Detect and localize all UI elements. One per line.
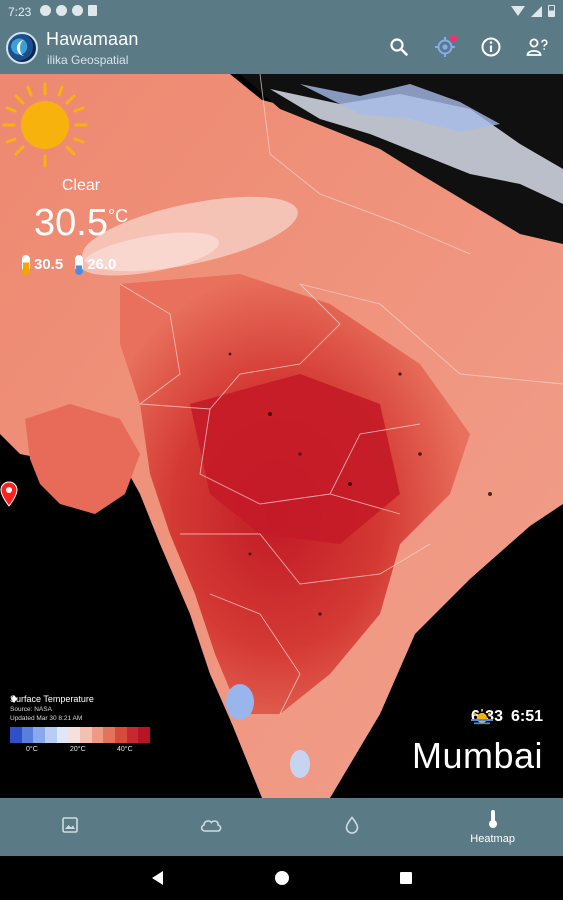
system-navigation [0, 856, 563, 900]
status-time: 7:23 [8, 5, 32, 19]
info-icon [481, 37, 501, 57]
legend-color-swatch [91, 727, 104, 743]
search-icon [390, 38, 408, 56]
min-thermometer-icon [75, 255, 84, 275]
legend-ticks: 0°C 20°C 40°C [10, 746, 150, 756]
legend-color-swatch [126, 727, 139, 743]
refresh-icon[interactable] [10, 694, 18, 704]
bottom-navigation: Heatmap [0, 798, 563, 856]
nav-item-satellite[interactable] [0, 798, 141, 856]
sunset-time: 6:51 [510, 708, 543, 725]
legend-updated-row: Updated Mar 30 8:21 AM [10, 695, 150, 722]
app-logo-icon [6, 32, 38, 64]
search-button[interactable] [387, 35, 411, 59]
legend-color-swatch [138, 727, 151, 743]
legend-source: Source: NASA [10, 706, 52, 713]
sunset-icon [470, 709, 493, 725]
legend-tick: 0°C [26, 746, 38, 753]
notification-icon [72, 5, 83, 16]
weather-condition: Clear [61, 177, 101, 194]
app-actions [387, 35, 549, 59]
city-name: Mumbai [411, 735, 543, 776]
nav-item-heatmap[interactable]: Heatmap [422, 798, 563, 856]
signal-icon [531, 5, 542, 17]
nav-item-precipitation[interactable] [282, 798, 423, 856]
max-thermometer-icon [22, 255, 30, 275]
legend-color-swatch [56, 727, 69, 743]
status-bar: 7:23 [0, 0, 563, 24]
battery-icon [548, 5, 555, 17]
legend-tick: 40°C [117, 746, 133, 753]
legend-color-swatch [10, 727, 22, 743]
info-button[interactable] [479, 35, 503, 59]
location-pin-icon[interactable] [0, 481, 18, 507]
back-button[interactable] [148, 868, 168, 888]
home-icon [274, 871, 289, 885]
image-icon [62, 817, 79, 833]
notification-icon [56, 5, 67, 16]
legend-color-swatch [68, 727, 81, 743]
temperature-unit: °C [107, 206, 129, 226]
back-icon [152, 871, 163, 885]
legend-title: Surface Temperature [10, 694, 94, 704]
current-temperature: 30.5°C [34, 202, 128, 245]
wifi-icon [511, 6, 525, 16]
legend-color-swatch [80, 727, 92, 743]
nav-label-heatmap: Heatmap [470, 833, 515, 845]
legend-color-swatch [33, 727, 46, 743]
clear-sun-icon [2, 82, 88, 168]
cloud-icon [201, 820, 222, 832]
nav-item-clouds[interactable] [141, 798, 282, 856]
storage-icon [88, 5, 97, 16]
legend-color-swatch [115, 727, 127, 743]
temperature-value: 30.5 [34, 202, 108, 244]
min-max-temperature: 30.5 26.0 [22, 255, 117, 275]
max-temperature: 30.5 [34, 255, 64, 273]
app-subtitle: ilika Geospatial [47, 53, 129, 67]
legend-updated: Updated Mar 30 8:21 AM [10, 715, 83, 722]
sun-times: 6:33 6:51 [470, 708, 543, 726]
legend-tick: 20°C [70, 746, 86, 753]
locate-button[interactable] [433, 35, 457, 59]
app-title: Hawamaan [46, 29, 139, 49]
heatmap-layer [0, 74, 563, 798]
water-drop-icon [345, 816, 359, 834]
heatmap-legend: Surface Temperature Source: NASA Updated… [10, 694, 151, 756]
legend-color-scale [10, 727, 151, 743]
location-target-icon [435, 37, 455, 57]
heatmap-map[interactable]: Clear 30.5°C 30.5 26.0 Surface Temperatu… [0, 74, 563, 798]
legend-color-swatch [45, 727, 57, 743]
account-help-button[interactable] [525, 35, 549, 59]
home-button[interactable] [272, 868, 292, 888]
app-bar: Hawamaan ilika Geospatial [0, 24, 563, 74]
notification-icons [40, 5, 97, 16]
recents-button[interactable] [396, 868, 416, 888]
system-status-icons [511, 5, 555, 17]
account-help-icon [526, 38, 548, 56]
legend-color-swatch [103, 727, 116, 743]
thermometer-icon [488, 810, 497, 828]
recents-icon [399, 872, 412, 884]
legend-color-swatch [21, 727, 34, 743]
notification-icon [40, 5, 51, 16]
notification-badge [450, 35, 457, 42]
min-temperature: 26.0 [87, 255, 117, 273]
sunset: 6:51 [470, 708, 543, 726]
